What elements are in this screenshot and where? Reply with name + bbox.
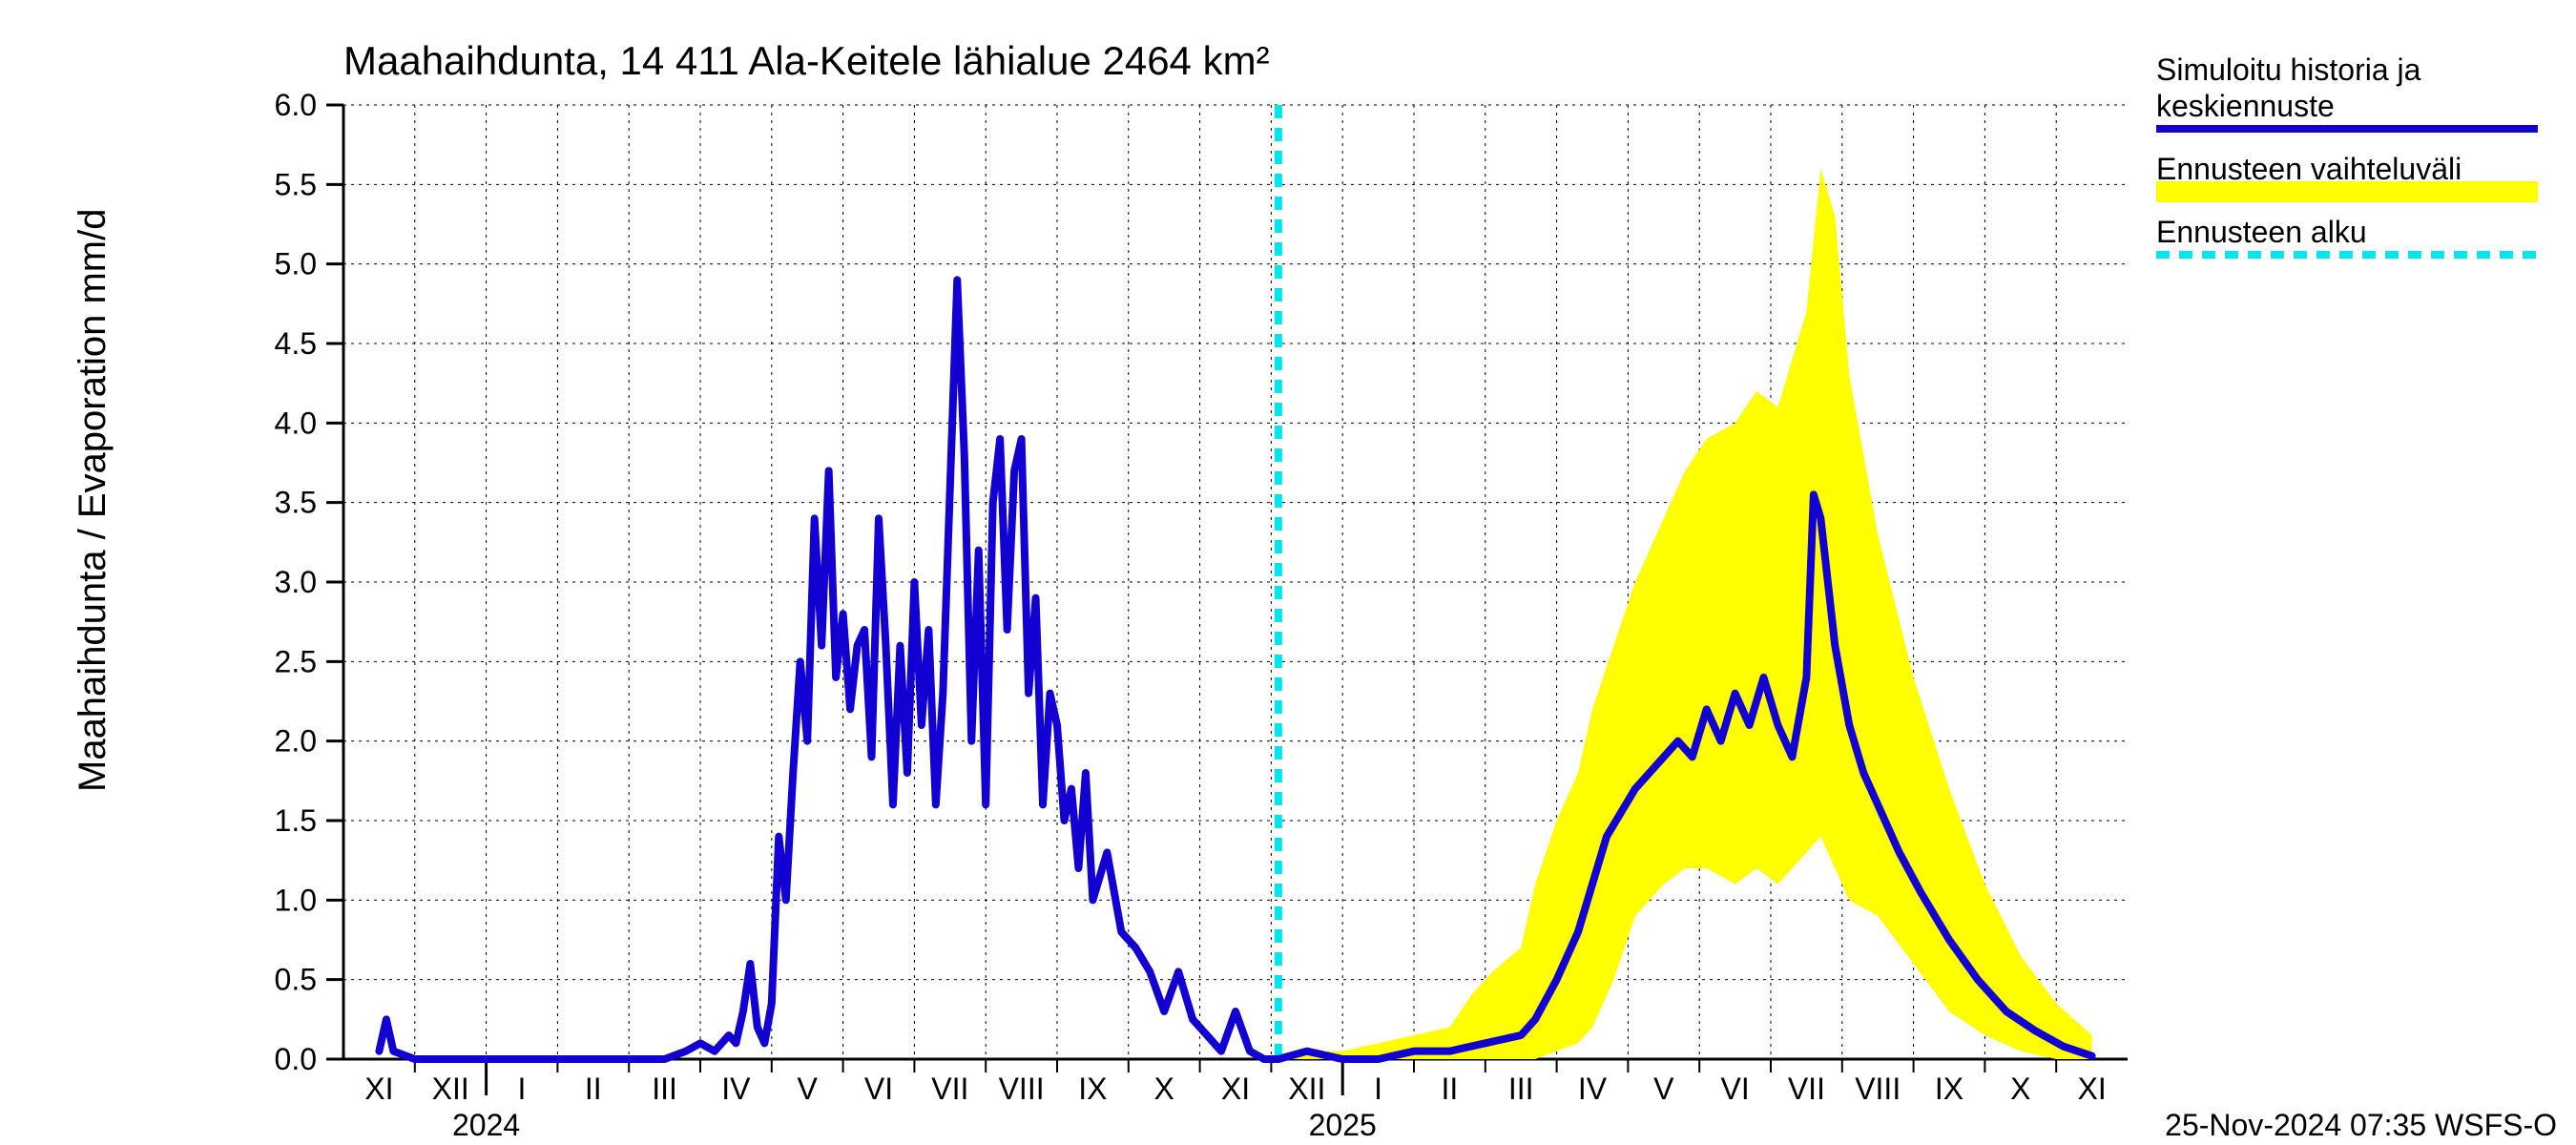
x-tick-label: VIII xyxy=(1855,1072,1901,1106)
x-tick-label: XII xyxy=(432,1072,469,1106)
x-tick-label: XII xyxy=(1288,1072,1325,1106)
forecast-range-area xyxy=(1278,169,2092,1059)
y-tick-label: 1.0 xyxy=(275,883,317,917)
x-tick-label: III xyxy=(1508,1072,1534,1106)
x-tick-label: IV xyxy=(1578,1072,1608,1106)
y-tick-label: 4.5 xyxy=(275,326,317,361)
y-tick-label: 3.0 xyxy=(275,565,317,599)
x-tick-label: VI xyxy=(1720,1072,1749,1106)
x-tick-label: X xyxy=(1154,1072,1174,1106)
x-tick-label: VII xyxy=(931,1072,968,1106)
legend: Simuloitu historia jakeskiennuste Ennuste… xyxy=(2156,52,2538,255)
y-tick-label: 5.5 xyxy=(275,167,317,201)
y-tick-label: 2.5 xyxy=(275,644,317,678)
x-tick-label: IX xyxy=(1935,1072,1963,1106)
year-label: 2025 xyxy=(1309,1108,1377,1142)
footer-timestamp: 25-Nov-2024 07:35 WSFS-O xyxy=(2165,1108,2557,1142)
x-tick-label: XI xyxy=(1221,1072,1250,1106)
y-axis-label: Maahaihdunta / Evaporation mm/d xyxy=(72,209,114,792)
x-tick-label: V xyxy=(1653,1072,1674,1106)
x-tick-label: XI xyxy=(364,1072,393,1106)
x-tick-label: IV xyxy=(721,1072,751,1106)
y-tick-label: 6.0 xyxy=(275,88,317,122)
x-tick-label: X xyxy=(2010,1072,2030,1106)
x-tick-label: II xyxy=(1442,1072,1459,1106)
x-tick-label: XI xyxy=(2077,1072,2106,1106)
legend-label: keskiennuste xyxy=(2156,89,2335,123)
x-tick-label: I xyxy=(1374,1072,1382,1106)
legend-label: Ennusteen vaihteluväli xyxy=(2156,152,2462,186)
x-tick-label: III xyxy=(652,1072,677,1106)
y-tick-label: 2.0 xyxy=(275,724,317,759)
y-tick-label: 3.5 xyxy=(275,486,317,520)
x-tick-label: I xyxy=(518,1072,527,1106)
legend-swatch xyxy=(2156,181,2538,202)
y-tick-label: 0.0 xyxy=(275,1042,317,1076)
x-tick-label: II xyxy=(585,1072,602,1106)
x-tick-label: VII xyxy=(1788,1072,1825,1106)
x-tick-label: VI xyxy=(864,1072,893,1106)
chart-title: Maahaihdunta, 14 411 Ala-Keitele lähialu… xyxy=(343,38,1270,83)
y-tick-label: 4.0 xyxy=(275,406,317,440)
x-tick-label: IX xyxy=(1078,1072,1107,1106)
year-label: 2024 xyxy=(452,1108,520,1142)
legend-label: Simuloitu historia ja xyxy=(2156,52,2421,87)
legend-label: Ennusteen alku xyxy=(2156,215,2367,249)
y-tick-label: 5.0 xyxy=(275,247,317,281)
y-tick-label: 0.5 xyxy=(275,963,317,997)
x-tick-label: V xyxy=(798,1072,819,1106)
y-tick-label: 1.5 xyxy=(275,803,317,838)
evaporation-chart: 0.0 0.5 1.0 1.5 2.0 2.5 3.0 3.5 4.0 4.5 5.0 5.5 6.0 X… xyxy=(0,0,2576,1145)
x-tick-label: VIII xyxy=(999,1072,1045,1106)
